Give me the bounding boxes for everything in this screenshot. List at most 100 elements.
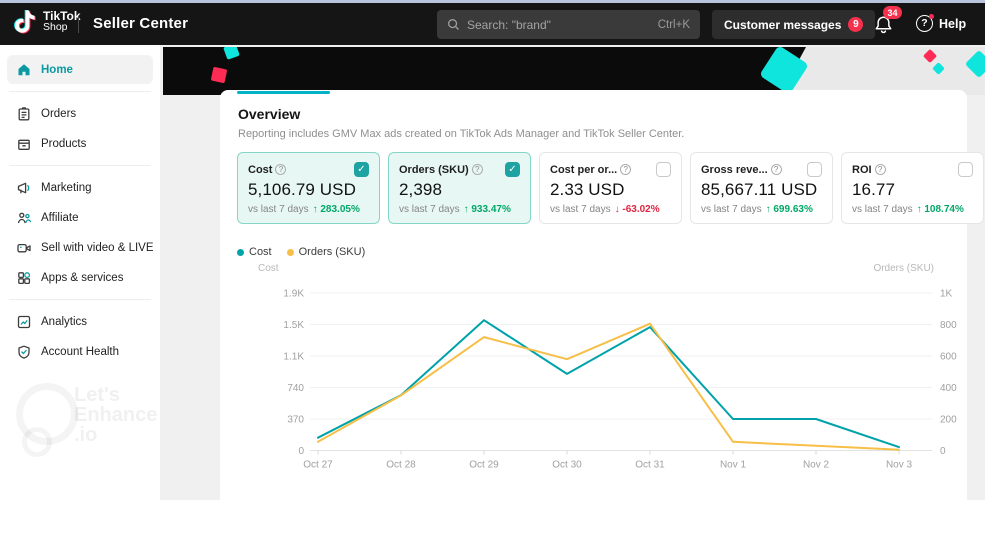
- delta-value: ↓ -63.02%: [614, 204, 660, 215]
- sidebar-item-apps-services[interactable]: Apps & services: [7, 263, 153, 292]
- metric-card-orders-sku[interactable]: Orders (SKU)? ✓ 2,398 vs last 7 days ↑ 933.4…: [388, 152, 531, 224]
- watermark-small-circle-icon: [22, 427, 52, 457]
- watermark-circle-icon: [16, 383, 78, 445]
- legend-dot-icon: [237, 248, 244, 256]
- legend-label: Orders (SKU): [298, 246, 366, 258]
- left-axis-tick-label: 1.1K: [283, 352, 304, 363]
- confetti-pink-square-icon: [210, 66, 228, 84]
- sidebar-item-label: Products: [41, 137, 87, 150]
- metric-checkbox[interactable]: ✓: [354, 162, 369, 177]
- logo-wordmark: TikTok Shop: [43, 9, 81, 33]
- promo-banner: [163, 47, 985, 95]
- sidebar-item-label: Account Health: [41, 345, 119, 358]
- x-axis-label: Nov 3: [886, 460, 913, 471]
- delta-value: ↑ 933.47%: [463, 204, 511, 215]
- sidebar: Home Orders Products Marketing Affiliate Sell…: [0, 45, 160, 555]
- sidebar-item-analytics[interactable]: Analytics: [7, 307, 153, 336]
- sidebar-item-sell-with-video-live[interactable]: Sell with video & LIVE: [7, 233, 154, 262]
- x-axis-label: Nov 1: [720, 460, 747, 471]
- sidebar-divider: [9, 91, 151, 92]
- metric-card-gross-reve[interactable]: Gross reve...? 85,667.11 USD vs last 7 day…: [690, 152, 833, 224]
- sidebar-nav: Home Orders Products Marketing Affiliate Sell…: [0, 45, 160, 366]
- customer-messages-badge: 9: [848, 17, 864, 32]
- help-label: Help: [939, 16, 967, 31]
- metric-compare: vs last 7 days ↑ 108.74%: [852, 204, 973, 215]
- right-axis-tick-label: 600: [940, 352, 957, 363]
- sidebar-item-label: Home: [41, 63, 73, 76]
- sidebar-item-label: Apps & services: [41, 271, 124, 284]
- metric-value: 16.77: [852, 180, 896, 199]
- metric-checkbox[interactable]: ✓: [505, 162, 520, 177]
- left-axis-tick-label: 0: [298, 446, 304, 457]
- metric-value: 2,398: [399, 180, 443, 199]
- metric-compare: vs last 7 days ↑ 283.05%: [248, 204, 369, 215]
- help-button[interactable]: ? Help: [916, 14, 967, 32]
- compare-label: vs last 7 days: [852, 204, 913, 215]
- metric-checkbox[interactable]: [807, 162, 822, 177]
- customer-messages-button[interactable]: Customer messages 9: [712, 10, 876, 39]
- logo-text-tiktok: TikTok: [43, 9, 81, 23]
- letsenhance-watermark: Let's Enhance .io: [16, 375, 166, 495]
- legend-item-orders-sku[interactable]: Orders (SKU): [286, 246, 366, 258]
- left-axis-tick-label: 1.9K: [283, 289, 304, 300]
- help-tooltip-icon: ?: [874, 164, 886, 175]
- sidebar-item-label: Affiliate: [41, 211, 79, 224]
- metric-card-header: ROI?: [852, 162, 973, 177]
- metric-card-cost[interactable]: Cost? ✓ 5,106.79 USD vs last 7 days ↑ 283.05…: [237, 152, 380, 224]
- metric-cards-row: Cost? ✓ 5,106.79 USD vs last 7 days ↑ 283.05…: [237, 152, 984, 224]
- sidebar-item-orders[interactable]: Orders: [7, 99, 153, 128]
- sidebar-item-affiliate[interactable]: Affiliate: [7, 203, 153, 232]
- metric-label: Gross reve...: [701, 163, 768, 176]
- sidebar-item-marketing[interactable]: Marketing: [7, 173, 153, 202]
- search-icon: [447, 18, 460, 31]
- active-tab-underline: [237, 91, 330, 94]
- metric-card-header: Orders (SKU)? ✓: [399, 162, 520, 177]
- top-header-bar: TikTok Shop Seller Center Search: "brand…: [0, 3, 985, 45]
- sidebar-item-home[interactable]: Home: [7, 55, 153, 84]
- compare-label: vs last 7 days: [399, 204, 460, 215]
- left-axis-tick-label: 1.5K: [283, 320, 304, 331]
- compare-label: vs last 7 days: [550, 204, 611, 215]
- apps-icon: [16, 270, 32, 286]
- help-tooltip-icon: ?: [471, 164, 483, 175]
- watermark-text: Let's Enhance .io: [74, 384, 158, 446]
- x-axis-label: Nov 2: [803, 460, 830, 471]
- legend-item-cost[interactable]: Cost: [237, 246, 272, 258]
- app-title: Seller Center: [93, 15, 189, 32]
- notifications-bell-button[interactable]: 34: [873, 6, 903, 38]
- delta-value: ↑ 108.74%: [916, 204, 964, 215]
- orders-icon: [16, 106, 32, 122]
- help-tooltip-icon: ?: [620, 164, 632, 175]
- metric-card-header: Cost per or...?: [550, 162, 671, 177]
- sidebar-item-account-health[interactable]: Account Health: [7, 337, 153, 366]
- tiktok-shop-logo[interactable]: TikTok Shop: [14, 9, 81, 35]
- overview-subtitle: Reporting includes GMV Max ads created o…: [238, 128, 685, 140]
- search-placeholder: Search: "brand": [467, 17, 551, 32]
- sidebar-item-products[interactable]: Products: [7, 129, 153, 158]
- right-axis-tick-label: 800: [940, 320, 957, 331]
- account-health-icon: [16, 344, 32, 360]
- right-axis-tick-label: 1K: [940, 289, 953, 300]
- header-divider: [78, 16, 79, 33]
- legend-dot-icon: [286, 248, 294, 256]
- metric-checkbox[interactable]: [958, 162, 973, 177]
- series-line-cost: [317, 319, 900, 449]
- window-top-edge: [0, 0, 985, 3]
- search-input[interactable]: Search: "brand" Ctrl+K: [437, 10, 700, 39]
- right-axis-title: Orders (SKU): [873, 263, 934, 274]
- metric-compare: vs last 7 days ↑ 933.47%: [399, 204, 520, 215]
- metric-card-roi[interactable]: ROI? 16.77 vs last 7 days ↑ 108.74%: [841, 152, 984, 224]
- metric-value: 5,106.79 USD: [248, 180, 356, 199]
- confetti-cyan-square-icon: [223, 47, 240, 60]
- help-tooltip-icon: ?: [770, 164, 782, 175]
- left-axis-tick-label: 740: [287, 383, 304, 394]
- metric-card-header: Cost? ✓: [248, 162, 369, 177]
- delta-value: ↑ 699.63%: [765, 204, 813, 215]
- metric-card-cost-per-or[interactable]: Cost per or...? 2.33 USD vs last 7 days ↓ -…: [539, 152, 682, 224]
- metric-compare: vs last 7 days ↑ 699.63%: [701, 204, 822, 215]
- metric-checkbox[interactable]: [656, 162, 671, 177]
- sidebar-item-label: Orders: [41, 107, 77, 120]
- search-shortcut-hint: Ctrl+K: [657, 18, 690, 31]
- overview-title: Overview: [238, 106, 301, 122]
